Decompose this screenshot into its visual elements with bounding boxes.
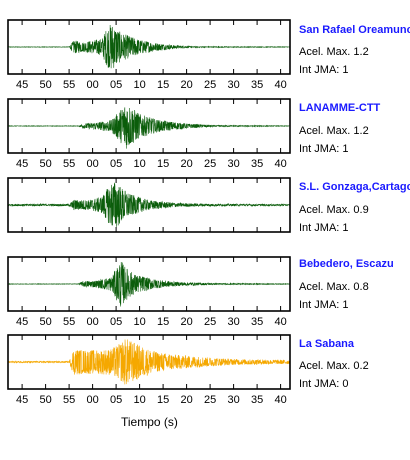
x-tick-label: 00	[86, 79, 98, 91]
station-name: Bebedero, Escazu	[299, 258, 394, 270]
jma-intensity-text: Int JMA: 0	[299, 378, 349, 390]
acel-max-text: Acel. Max. 0.9	[299, 204, 369, 216]
station-name: LANAMME-CTT	[299, 102, 381, 114]
x-tick-label: 50	[39, 394, 51, 406]
x-tick-label: 20	[180, 79, 192, 91]
x-tick-label: 20	[180, 158, 192, 170]
acel-max-text: Acel. Max. 1.2	[299, 46, 369, 58]
x-tick-label: 05	[110, 79, 122, 91]
acel-max-text: Acel. Max. 1.2	[299, 125, 369, 137]
x-tick-label: 30	[227, 79, 239, 91]
x-tick-label: 50	[39, 79, 51, 91]
x-tick-label: 00	[86, 316, 98, 328]
x-tick-label: 30	[227, 394, 239, 406]
waveform-trace	[7, 25, 290, 69]
x-tick-label: 05	[110, 316, 122, 328]
x-tick-label: 10	[133, 158, 145, 170]
jma-intensity-text: Int JMA: 1	[299, 64, 349, 76]
panel-frame	[7, 19, 291, 75]
x-tick-label: 00	[86, 158, 98, 170]
x-tick-label: 05	[110, 158, 122, 170]
x-tick-label: 30	[227, 158, 239, 170]
x-tick-label: 15	[157, 394, 169, 406]
x-tick-label: 40	[274, 394, 286, 406]
x-tick-label: 45	[16, 158, 28, 170]
panel-frame	[7, 334, 291, 390]
x-tick-label: 25	[204, 394, 216, 406]
x-tick-label: 55	[63, 79, 75, 91]
x-tick-label: 20	[180, 316, 192, 328]
x-tick-label: 55	[63, 158, 75, 170]
x-tick-label: 25	[204, 158, 216, 170]
x-tick-label: 45	[16, 79, 28, 91]
x-tick-label: 00	[86, 394, 98, 406]
waveform-trace	[7, 107, 291, 149]
x-tick-label: 40	[274, 316, 286, 328]
station-name: S.L. Gonzaga,Cartago	[299, 181, 410, 193]
panel-frame	[7, 98, 291, 154]
x-tick-label: 35	[251, 79, 263, 91]
x-tick-label: 35	[251, 158, 263, 170]
x-tick-label: 15	[157, 79, 169, 91]
x-tick-label: 10	[133, 79, 145, 91]
x-tick-label: 40	[274, 158, 286, 170]
x-tick-label: 40	[274, 79, 286, 91]
waveform-trace	[7, 339, 291, 385]
x-tick-label: 10	[133, 394, 145, 406]
x-tick-label: 45	[16, 316, 28, 328]
station-name: La Sabana	[299, 338, 355, 350]
x-tick-label: 35	[251, 316, 263, 328]
x-tick-label: 30	[227, 316, 239, 328]
jma-intensity-text: Int JMA: 1	[299, 222, 349, 234]
jma-intensity-text: Int JMA: 1	[299, 299, 349, 311]
x-tick-label: 45	[16, 394, 28, 406]
x-tick-label: 50	[39, 158, 51, 170]
jma-intensity-text: Int JMA: 1	[299, 143, 349, 155]
x-tick-label: 50	[39, 316, 51, 328]
x-tick-label: 15	[157, 316, 169, 328]
x-tick-label: 35	[251, 394, 263, 406]
station-name: San Rafael Oreamuno	[299, 24, 410, 36]
waveform-trace	[7, 261, 291, 307]
x-tick-label: 15	[157, 158, 169, 170]
panel-frame	[7, 256, 291, 312]
waveform-trace	[7, 182, 291, 227]
x-tick-label: 25	[204, 316, 216, 328]
x-tick-label: 05	[110, 394, 122, 406]
x-axis-label: Tiempo (s)	[121, 415, 178, 429]
acel-max-text: Acel. Max. 0.8	[299, 281, 369, 293]
x-tick-label: 55	[63, 316, 75, 328]
panel-frame	[7, 177, 291, 233]
x-tick-label: 25	[204, 79, 216, 91]
x-tick-label: 20	[180, 394, 192, 406]
x-tick-label: 10	[133, 316, 145, 328]
acel-max-text: Acel. Max. 0.2	[299, 360, 369, 372]
x-tick-label: 55	[63, 394, 75, 406]
